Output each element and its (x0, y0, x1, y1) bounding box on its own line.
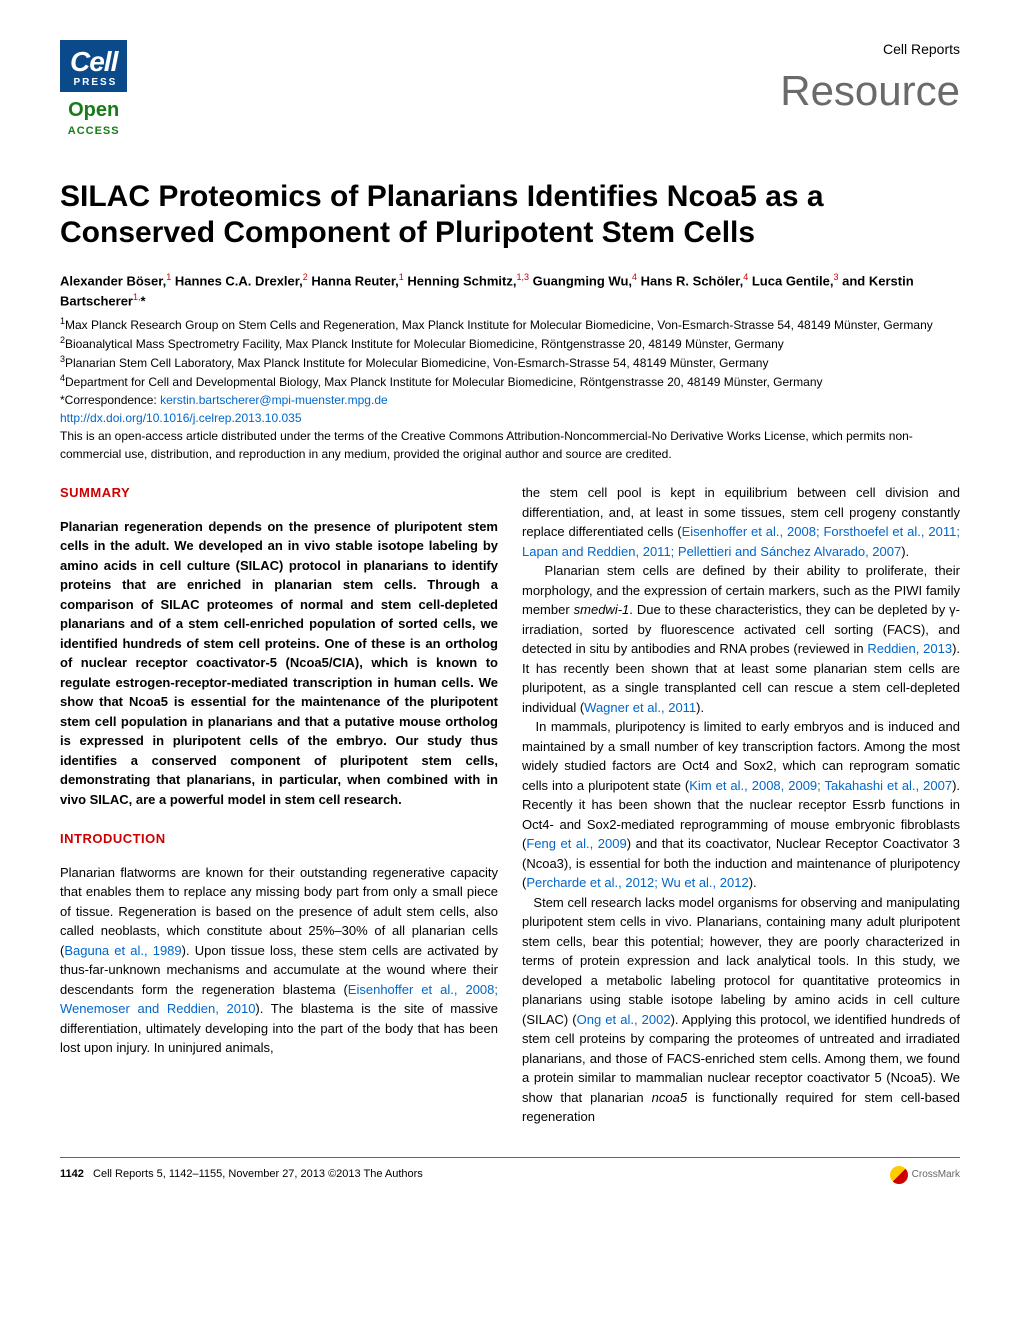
intro-heading: INTRODUCTION (60, 829, 498, 849)
intro-text-left: Planarian flatworms are known for their … (60, 863, 498, 1058)
crossmark-label: CrossMark (912, 1168, 960, 1182)
header-right: Cell Reports Resource (780, 40, 960, 120)
page-number: 1142 (60, 1168, 84, 1180)
open-access-badge: Open ACCESS (68, 96, 120, 139)
article-title: SILAC Proteomics of Planarians Identifie… (60, 179, 960, 251)
crossmark-icon (890, 1166, 908, 1184)
authors-list: Alexander Böser,1 Hannes C.A. Drexler,2 … (60, 271, 960, 311)
page-container: Cell PRESS Open ACCESS Cell Reports Reso… (0, 0, 1020, 1204)
left-column: SUMMARY Planarian regeneration depends o… (60, 483, 498, 1127)
summary-text: Planarian regeneration depends on the pr… (60, 517, 498, 810)
logo-block: Cell PRESS Open ACCESS (60, 40, 127, 139)
summary-heading: SUMMARY (60, 483, 498, 503)
footer-left: 1142 Cell Reports 5, 1142–1155, November… (60, 1167, 423, 1182)
header: Cell PRESS Open ACCESS Cell Reports Reso… (60, 40, 960, 139)
affiliations: 1Max Planck Research Group on Stem Cells… (60, 315, 960, 463)
logo-press-text: PRESS (70, 78, 117, 88)
logo-cell-text: Cell (70, 48, 117, 76)
footer-citation: Cell Reports 5, 1142–1155, November 27, … (93, 1168, 423, 1180)
cell-press-logo: Cell PRESS (60, 40, 127, 92)
page-footer: 1142 Cell Reports 5, 1142–1155, November… (60, 1157, 960, 1184)
journal-name: Cell Reports (780, 40, 960, 60)
access-text: ACCESS (68, 124, 120, 139)
section-type: Resource (780, 62, 960, 121)
open-text: Open (68, 96, 120, 124)
crossmark-badge[interactable]: CrossMark (890, 1166, 960, 1184)
body-columns: SUMMARY Planarian regeneration depends o… (60, 483, 960, 1127)
right-column: the stem cell pool is kept in equilibriu… (522, 483, 960, 1127)
